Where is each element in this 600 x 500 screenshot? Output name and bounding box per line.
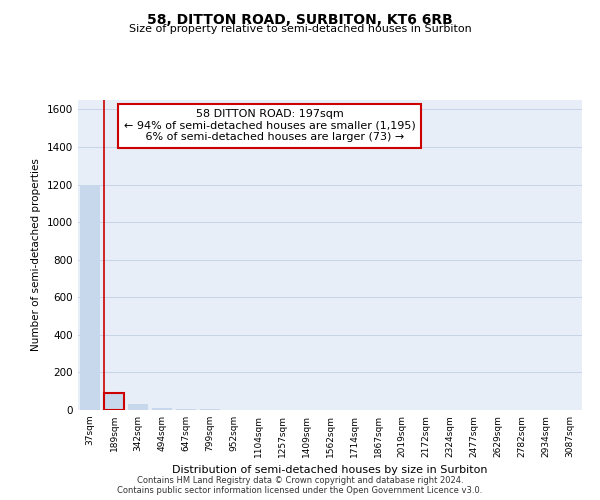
Y-axis label: Number of semi-detached properties: Number of semi-detached properties [31,158,41,352]
Text: Size of property relative to semi-detached houses in Surbiton: Size of property relative to semi-detach… [128,24,472,34]
X-axis label: Distribution of semi-detached houses by size in Surbiton: Distribution of semi-detached houses by … [172,466,488,475]
Text: 58 DITTON ROAD: 197sqm
← 94% of semi-detached houses are smaller (1,195)
   6% o: 58 DITTON ROAD: 197sqm ← 94% of semi-det… [124,110,415,142]
Text: Contains public sector information licensed under the Open Government Licence v3: Contains public sector information licen… [118,486,482,495]
Bar [104,393,124,410]
Bar [152,408,172,410]
Bar [80,186,100,410]
Text: Contains HM Land Registry data © Crown copyright and database right 2024.: Contains HM Land Registry data © Crown c… [137,476,463,485]
Text: 58, DITTON ROAD, SURBITON, KT6 6RB: 58, DITTON ROAD, SURBITON, KT6 6RB [147,12,453,26]
Bar [176,409,196,410]
Bar [128,404,148,410]
